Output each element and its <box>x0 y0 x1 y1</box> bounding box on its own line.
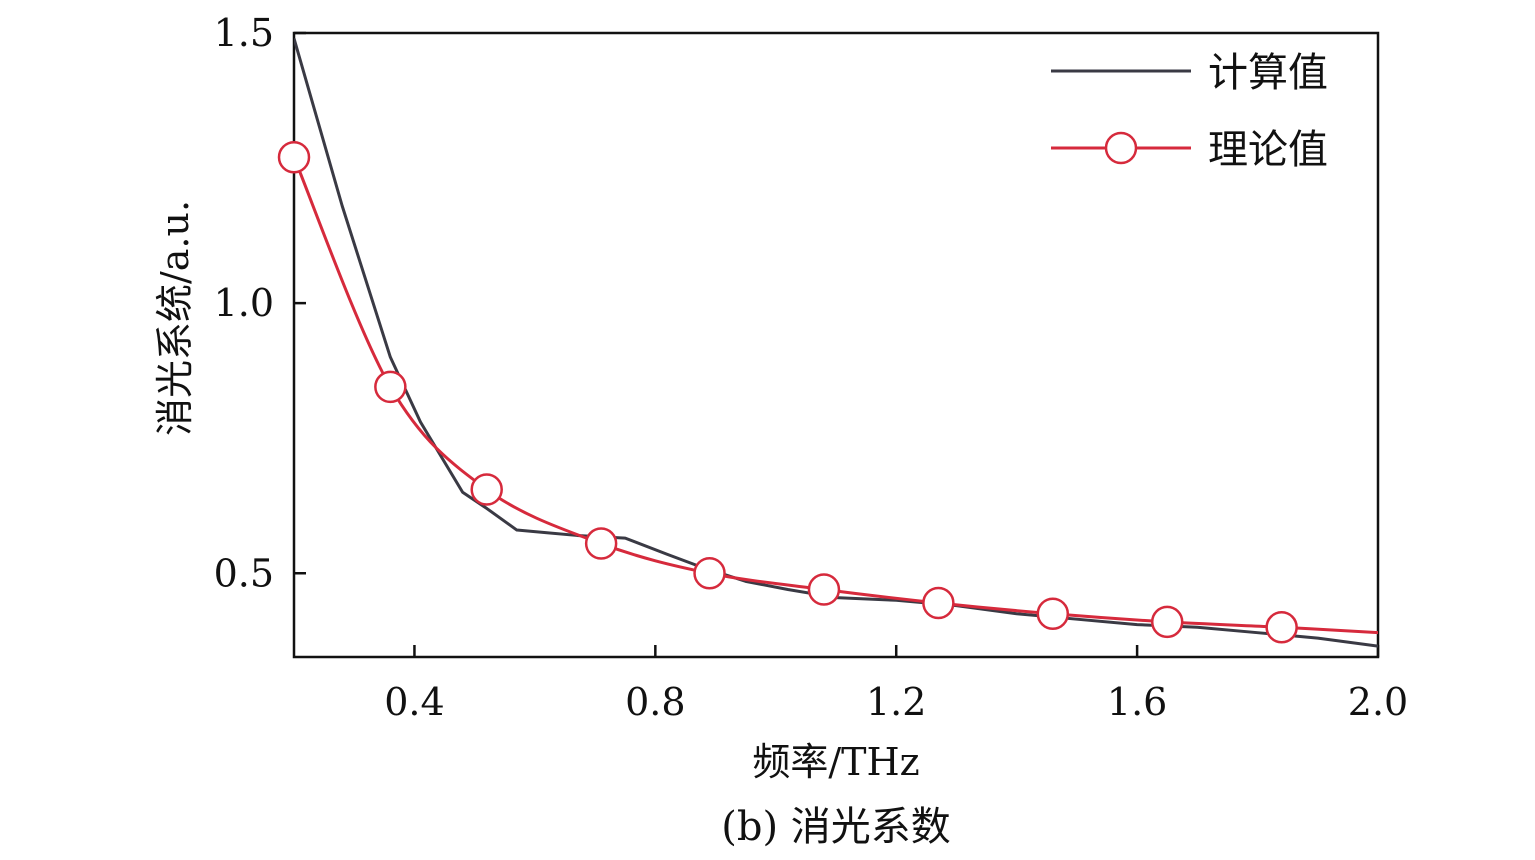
data-point-theoretical <box>1150 605 1184 639</box>
x-tick-label: 0.8 <box>625 680 685 724</box>
legend-marker-theoretical <box>1104 131 1138 165</box>
data-point-theoretical <box>277 141 311 174</box>
data-point-theoretical <box>584 527 618 560</box>
data-point-theoretical <box>693 557 726 590</box>
y-axis-title: 消光系统/a.u. <box>153 200 197 436</box>
x-tick-label: 1.6 <box>1107 680 1167 724</box>
y-tick-label: 0.5 <box>214 551 274 595</box>
plot-frame <box>292 31 1380 659</box>
series-line-theoretical <box>294 156 1378 635</box>
legend-label-calculated: 计算值 <box>1208 50 1328 96</box>
marker-layer <box>277 141 1298 644</box>
y-axis-ticks: 0.5 1.0 1.5 <box>214 11 306 595</box>
data-point-theoretical <box>374 370 407 404</box>
y-tick-label: 1.0 <box>214 281 274 325</box>
x-tick-label: 0.4 <box>384 680 444 724</box>
x-tick-label: 1.2 <box>866 680 926 724</box>
data-point-theoretical <box>470 473 503 506</box>
x-axis-title: 频率/THz <box>752 740 919 784</box>
x-axis-ticks: 0.4 0.8 1.2 1.6 2.0 <box>384 645 1408 724</box>
data-point-theoretical <box>922 586 955 620</box>
x-tick-label: 2.0 <box>1348 680 1408 724</box>
data-point-theoretical <box>807 573 841 606</box>
legend-label-theoretical: 理论值 <box>1208 127 1328 173</box>
y-tick-label: 1.5 <box>214 11 274 55</box>
legend: 计算值 理论值 <box>1051 50 1328 173</box>
data-point-theoretical <box>1265 611 1298 644</box>
figure-caption: (b) 消光系数 <box>721 804 951 850</box>
data-point-theoretical <box>1036 597 1070 631</box>
